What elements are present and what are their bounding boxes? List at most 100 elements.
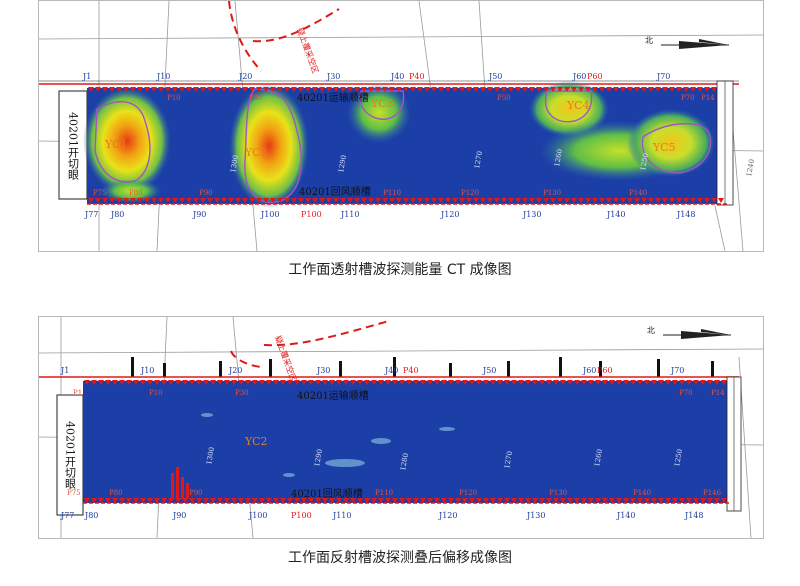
shot-triangle-marker bbox=[672, 498, 678, 503]
shot-triangle-marker bbox=[536, 87, 542, 92]
shot-triangle-marker bbox=[203, 380, 209, 385]
shot-triangle-marker bbox=[427, 380, 433, 385]
shot-triangle-marker bbox=[508, 198, 514, 203]
svg-text:J20: J20 bbox=[228, 366, 242, 375]
shot-triangle-marker bbox=[462, 498, 468, 503]
shot-triangle-marker bbox=[511, 498, 517, 503]
shot-triangle-marker bbox=[354, 198, 360, 203]
shot-triangle-marker bbox=[123, 198, 129, 203]
shot-triangle-marker bbox=[364, 498, 370, 503]
shot-triangle-marker bbox=[378, 380, 384, 385]
shot-triangle-marker bbox=[396, 198, 402, 203]
svg-text:J30: J30 bbox=[326, 72, 340, 81]
shot-triangle-marker bbox=[196, 380, 202, 385]
svg-text:J130: J130 bbox=[526, 511, 545, 520]
svg-text:J110: J110 bbox=[332, 511, 351, 520]
shot-triangle-marker bbox=[203, 498, 209, 503]
shot-triangle-marker bbox=[301, 380, 307, 385]
shot-triangle-marker bbox=[504, 380, 510, 385]
shot-triangle-marker bbox=[217, 498, 223, 503]
shot-triangle-marker bbox=[466, 87, 472, 92]
shot-triangle-marker bbox=[126, 380, 132, 385]
shot-triangle-marker bbox=[690, 87, 696, 92]
shot-triangle-marker bbox=[224, 498, 230, 503]
shot-triangle-marker bbox=[179, 87, 185, 92]
svg-text:P80: P80 bbox=[129, 189, 143, 197]
migration-image-caption: 工作面反射槽波探测叠后偏移成像图 bbox=[288, 550, 512, 566]
svg-text:1300: 1300 bbox=[205, 446, 216, 465]
shot-triangle-marker bbox=[599, 87, 605, 92]
receiver-stick bbox=[657, 359, 660, 377]
shot-triangle-marker bbox=[333, 198, 339, 203]
danger-zone-label: 疑上覆采空区 bbox=[273, 334, 299, 383]
receiver-sticks bbox=[131, 357, 714, 377]
shot-triangle-marker bbox=[235, 87, 241, 92]
shot-triangle-marker bbox=[231, 498, 237, 503]
shot-triangle-marker bbox=[133, 380, 139, 385]
receiver-stick bbox=[393, 357, 396, 377]
shot-triangle-marker bbox=[273, 380, 279, 385]
svg-text:J120: J120 bbox=[438, 511, 457, 520]
shot-triangle-marker bbox=[431, 198, 437, 203]
shot-triangle-marker bbox=[711, 87, 717, 92]
energy-anomaly-layer bbox=[83, 81, 715, 208]
shot-triangle-marker bbox=[420, 380, 426, 385]
shot-triangle-marker bbox=[238, 380, 244, 385]
shot-triangle-marker bbox=[361, 87, 367, 92]
shot-triangle-marker bbox=[518, 498, 524, 503]
shot-triangle-marker bbox=[574, 380, 580, 385]
shot-triangle-marker bbox=[207, 87, 213, 92]
shot-triangle-marker bbox=[301, 498, 307, 503]
shot-triangle-marker bbox=[693, 380, 699, 385]
svg-text:P100: P100 bbox=[291, 511, 312, 520]
shot-triangle-marker bbox=[445, 198, 451, 203]
svg-text:J1: J1 bbox=[82, 72, 91, 81]
shot-triangle-marker bbox=[455, 380, 461, 385]
shot-triangle-marker bbox=[714, 498, 720, 503]
shot-triangle-marker bbox=[574, 498, 580, 503]
shot-triangle-marker bbox=[637, 498, 643, 503]
svg-text:P50: P50 bbox=[497, 94, 511, 102]
shot-triangle-marker bbox=[326, 198, 332, 203]
shot-triangle-marker bbox=[406, 498, 412, 503]
shot-triangle-marker bbox=[333, 87, 339, 92]
migration-image-figure: 疑上覆采空区 北 40201开切眼 1300 1290 1280 1270 12… bbox=[39, 317, 763, 538]
svg-text:J140: J140 bbox=[616, 511, 635, 520]
svg-text:1250: 1250 bbox=[639, 152, 650, 171]
shot-triangle-marker bbox=[315, 380, 321, 385]
shot-triangle-marker bbox=[480, 87, 486, 92]
shot-triangle-marker bbox=[242, 198, 248, 203]
shot-triangle-marker bbox=[704, 87, 710, 92]
shot-triangle-marker bbox=[308, 498, 314, 503]
shot-triangle-marker bbox=[676, 198, 682, 203]
shot-triangle-marker bbox=[448, 380, 454, 385]
shot-triangle-marker bbox=[651, 380, 657, 385]
shot-triangle-marker bbox=[144, 198, 150, 203]
shot-triangle-marker bbox=[679, 498, 685, 503]
shot-triangle-marker bbox=[515, 198, 521, 203]
shot-triangle-marker bbox=[553, 498, 559, 503]
shot-triangle-marker bbox=[588, 380, 594, 385]
shot-triangle-marker bbox=[319, 198, 325, 203]
shot-triangle-marker bbox=[326, 87, 332, 92]
shot-triangle-marker bbox=[291, 198, 297, 203]
svg-text:1240: 1240 bbox=[745, 158, 756, 177]
svg-text:P140: P140 bbox=[633, 489, 651, 497]
svg-text:P100: P100 bbox=[301, 210, 322, 219]
shot-triangle-marker bbox=[676, 87, 682, 92]
shot-triangle-marker bbox=[284, 87, 290, 92]
shot-triangle-marker bbox=[165, 198, 171, 203]
svg-text:J70: J70 bbox=[656, 72, 670, 81]
shot-triangle-marker bbox=[88, 87, 94, 92]
shot-triangle-marker bbox=[294, 380, 300, 385]
anomaly-label: YC2 bbox=[244, 435, 267, 448]
shot-triangle-marker bbox=[193, 87, 199, 92]
shot-triangle-marker bbox=[714, 380, 720, 385]
shot-triangle-marker bbox=[140, 380, 146, 385]
shot-triangle-marker bbox=[501, 87, 507, 92]
shot-triangle-marker bbox=[585, 198, 591, 203]
shot-triangle-marker bbox=[424, 87, 430, 92]
svg-text:J100: J100 bbox=[248, 511, 267, 520]
shot-triangle-marker bbox=[340, 87, 346, 92]
shot-triangle-marker bbox=[382, 198, 388, 203]
